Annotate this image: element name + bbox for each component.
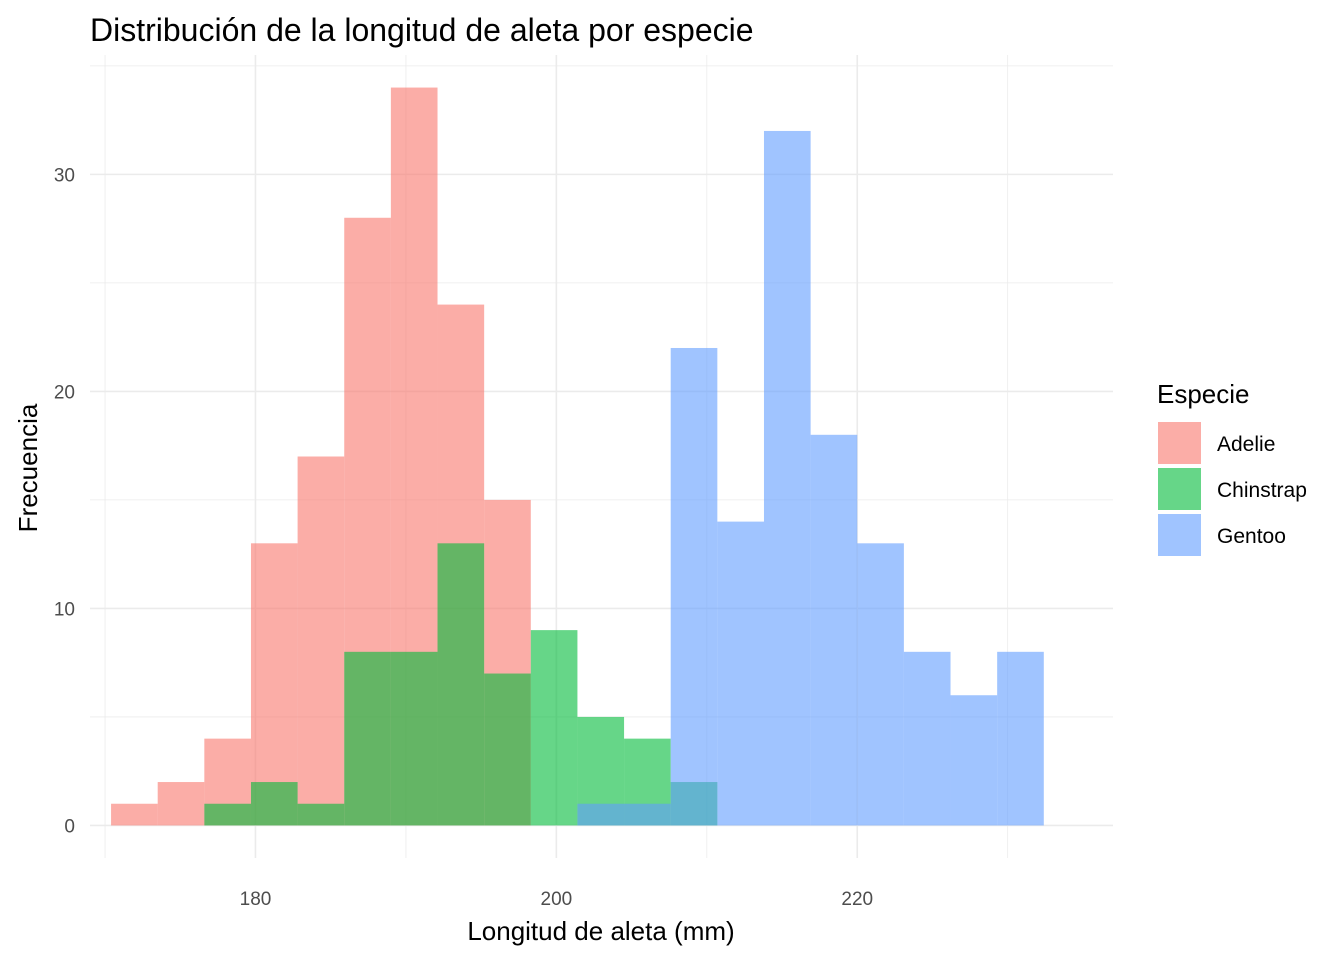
bars — [111, 87, 1044, 826]
histogram-bar — [763, 130, 811, 826]
legend-item-gentoo: Gentoo — [1158, 514, 1286, 556]
histogram-bar — [437, 543, 485, 826]
histogram-bar — [857, 543, 904, 826]
histogram-bar — [297, 803, 345, 826]
histogram-bar — [390, 651, 438, 826]
legend-item-chinstrap: Chinstrap — [1158, 468, 1307, 510]
chart-title: Distribución de la longitud de aleta por… — [90, 12, 754, 48]
histogram-bar — [530, 630, 578, 826]
x-axis-title: Longitud de aleta (mm) — [467, 916, 734, 946]
histogram-bar — [297, 456, 345, 826]
histogram-bar — [204, 803, 251, 826]
histogram-bar — [250, 543, 298, 826]
histogram-bar — [344, 651, 391, 826]
legend-label: Gentoo — [1217, 525, 1286, 548]
histogram-bar — [484, 673, 531, 826]
x-tick-label: 200 — [541, 889, 573, 910]
histogram-bar — [810, 434, 858, 826]
y-tick-label: 20 — [54, 382, 75, 403]
x-tick-label: 180 — [240, 889, 272, 910]
histogram-bar — [997, 651, 1044, 826]
legend-label: Chinstrap — [1217, 479, 1307, 502]
x-axis-ticks: 180 200 220 — [240, 889, 873, 910]
legend-swatch — [1158, 514, 1201, 556]
x-tick-label: 220 — [841, 889, 873, 910]
y-tick-label: 0 — [64, 816, 75, 837]
legend-swatch — [1158, 468, 1201, 510]
legend-label: Adelie — [1217, 433, 1275, 456]
series-gentoo — [577, 130, 1044, 826]
histogram-bar — [624, 803, 671, 826]
histogram-bar — [950, 695, 998, 826]
histogram-bar — [250, 782, 298, 826]
histogram-bar — [670, 347, 718, 826]
histogram-bar — [111, 803, 158, 826]
legend: Especie Adelie Chinstrap Gentoo — [1157, 379, 1307, 556]
y-tick-label: 10 — [54, 599, 75, 620]
y-axis-ticks: 0 10 20 30 — [54, 165, 75, 837]
y-tick-label: 30 — [54, 165, 75, 186]
legend-item-adelie: Adelie — [1158, 422, 1275, 464]
legend-title: Especie — [1157, 379, 1250, 409]
histogram-bar — [903, 651, 951, 826]
histogram-bar — [717, 521, 764, 826]
histogram-bar — [157, 782, 205, 826]
y-axis-title: Frecuencia — [13, 403, 43, 532]
legend-items: Adelie Chinstrap Gentoo — [1158, 422, 1307, 556]
histogram-bar — [577, 803, 625, 826]
legend-swatch — [1158, 422, 1201, 464]
